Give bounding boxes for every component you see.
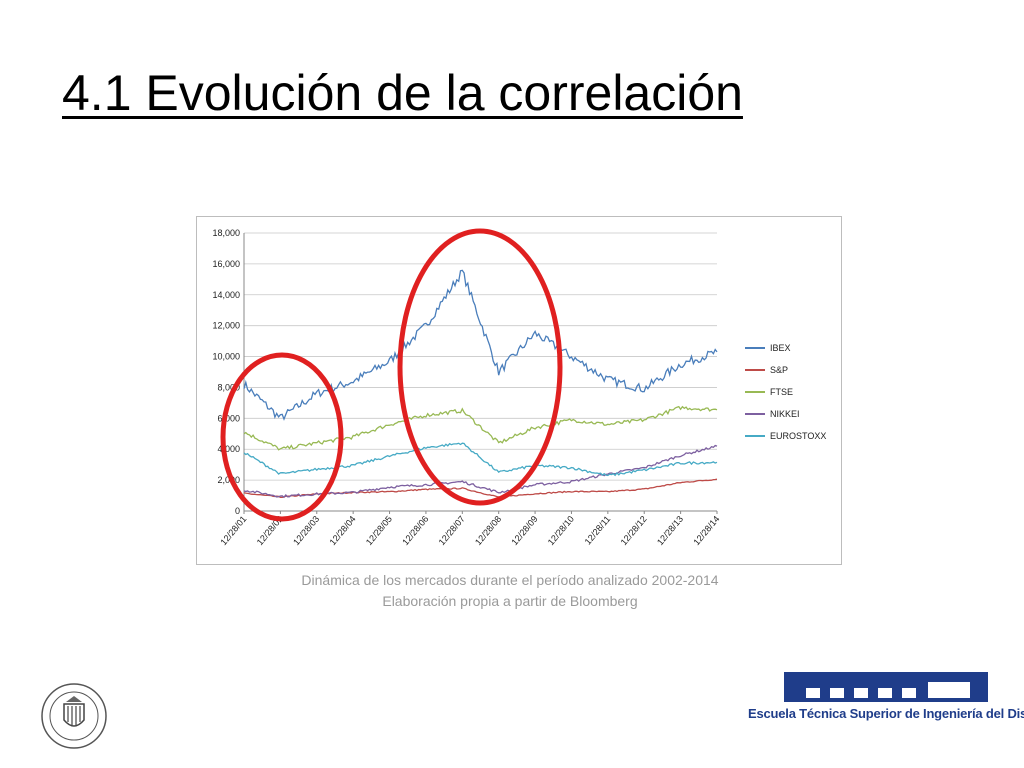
series-line-ftse <box>243 405 718 451</box>
y-tick-label: 10,000 <box>212 352 240 362</box>
x-tick-label: 12/28/09 <box>509 514 539 547</box>
y-tick-label: 14,000 <box>212 290 240 300</box>
y-tick-label: 16,000 <box>212 259 240 269</box>
y-tick-label: 2,000 <box>217 475 240 485</box>
x-tick-label: 12/28/10 <box>546 514 576 547</box>
x-tick-label: 12/28/03 <box>291 514 321 547</box>
chart-frame: 0 2,000 4,000 6,000 8,000 10,000 12,000 14,000 1… <box>196 216 842 565</box>
x-tick-label: 12/28/08 <box>473 514 503 547</box>
line-chart: 02,0004,0006,0008,00010,00012,00014,0001… <box>212 228 826 547</box>
x-tick-label: 12/28/02 <box>255 514 285 547</box>
y-tick-label: 6,000 <box>217 413 240 423</box>
slide-title: 4.1 Evolución de la correlación <box>62 65 743 121</box>
x-tick-label: 12/28/01 <box>218 514 248 547</box>
x-tick-label: 12/28/12 <box>619 514 649 547</box>
chart-legend: IBEX S&P FTSE NIKKEI EUROSTOXX <box>745 343 826 441</box>
series-lines <box>243 269 718 499</box>
y-tick-label: 12,000 <box>212 321 240 331</box>
series-line-ibex <box>243 269 718 421</box>
x-tick-labels: 12/28/01 12/28/02 12/28/03 12/28/04 12/28/05… <box>218 511 722 547</box>
university-seal-logo <box>41 683 107 749</box>
x-tick-label: 12/28/07 <box>437 514 467 547</box>
x-tick-label: 12/28/05 <box>364 514 394 547</box>
school-logo <box>784 672 988 702</box>
x-tick-label: 12/28/11 <box>583 514 613 547</box>
y-tick-label: 8,000 <box>217 382 240 392</box>
legend-label: EUROSTOXX <box>770 431 826 441</box>
school-name: Escuela Técnica Superior de Ingeniería d… <box>748 706 1024 721</box>
y-tick-label: 18,000 <box>212 228 240 238</box>
x-tick-label: 12/28/04 <box>327 514 357 547</box>
x-tick-label: 12/28/06 <box>400 514 430 547</box>
y-tick-labels: 02,0004,0006,0008,00010,00012,00014,0001… <box>212 228 240 516</box>
chart-caption: Dinámica de los mercados durante el perí… <box>301 572 719 588</box>
y-tick-label: 4,000 <box>217 444 240 454</box>
x-tick-label: 12/28/14 <box>691 514 721 547</box>
legend-label: S&P <box>770 365 788 375</box>
legend-label: NIKKEI <box>770 409 800 419</box>
x-tick-label: 12/28/13 <box>655 514 685 547</box>
chart-source: Elaboración propia a partir de Bloomberg <box>382 593 638 609</box>
legend-label: IBEX <box>770 343 791 353</box>
series-line-eurostoxx <box>243 442 718 477</box>
legend-label: FTSE <box>770 387 793 397</box>
